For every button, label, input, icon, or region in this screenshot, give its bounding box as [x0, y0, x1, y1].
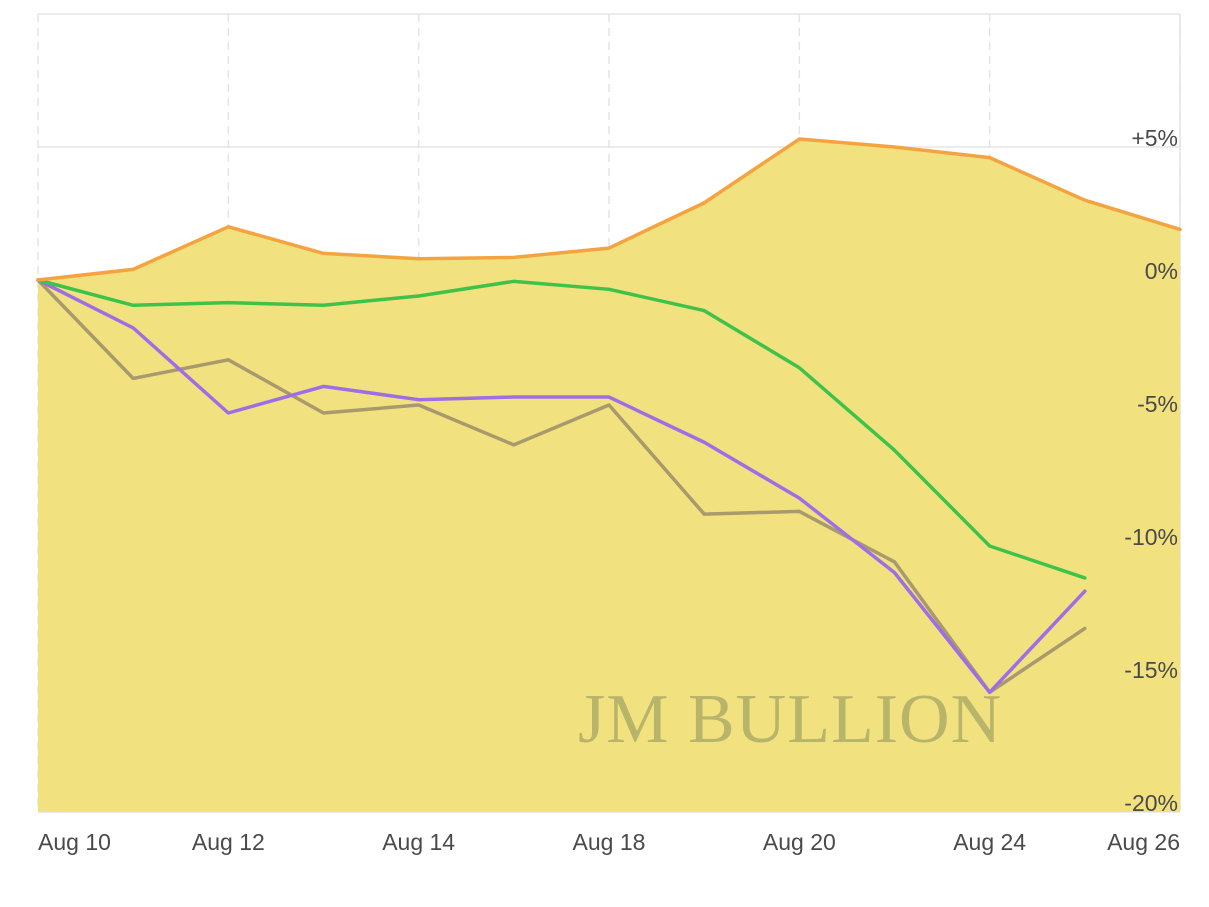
x-axis-labels: Aug 10 Aug 12 Aug 14 Aug 18 Aug 20 Aug 24 Aug …: [38, 829, 1180, 855]
series-line-1: [36, 278, 1087, 580]
y-tick-label: -20%: [1124, 790, 1178, 816]
x-tick-label: Aug 20: [763, 829, 836, 855]
y-tick-label: 0%: [1145, 258, 1178, 284]
y-tick-label: -15%: [1124, 657, 1178, 683]
y-tick-label: +5%: [1131, 125, 1178, 151]
x-tick-label: Aug 26: [1107, 829, 1180, 855]
y-axis-labels: +5% 0% -5% -10% -15% -20%: [1124, 125, 1178, 816]
x-tick-label: Aug 12: [192, 829, 265, 855]
x-tick-label: Aug 10: [38, 829, 111, 855]
x-tick-label: Aug 14: [382, 829, 455, 855]
x-tick-label: Aug 18: [573, 829, 646, 855]
series-lines: [36, 137, 1182, 695]
series-line-3: [36, 278, 1087, 695]
series-area: [38, 139, 1180, 812]
y-tick-label: -10%: [1124, 524, 1178, 550]
y-tick-label: -5%: [1137, 391, 1178, 417]
area-fill: [38, 139, 1180, 812]
series-line-2: [36, 278, 1087, 695]
watermark-logo: JM BULLION: [578, 681, 1002, 758]
x-tick-label: Aug 24: [953, 829, 1026, 855]
series-line-0: [36, 137, 1182, 282]
